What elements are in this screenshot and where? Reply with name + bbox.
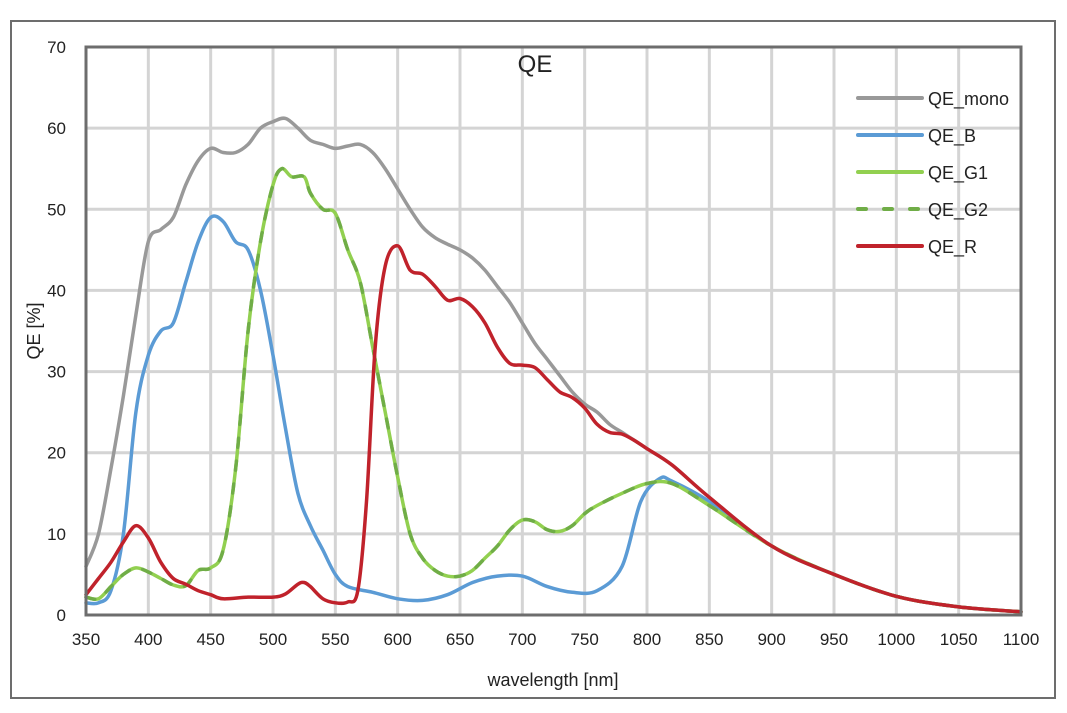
x-axis-label: wavelength [nm] [486, 670, 618, 690]
x-tick-label: 450 [196, 630, 224, 649]
x-tick-label: 950 [820, 630, 848, 649]
series-line-qe-g2 [84, 166, 1023, 614]
legend-label: QE_G2 [928, 200, 988, 221]
x-tick-label: 900 [757, 630, 785, 649]
series-line-qe-b [84, 214, 1023, 614]
y-tick-label: 10 [47, 525, 66, 544]
legend-label: QE_mono [928, 89, 1009, 110]
series-line-qe-r [84, 244, 1023, 614]
x-tick-label: 1100 [1003, 630, 1040, 649]
y-tick-label: 50 [47, 200, 66, 219]
y-tick-label: 30 [47, 363, 66, 382]
series-line-qe-g1 [84, 166, 1023, 614]
y-tick-label: 40 [47, 281, 66, 300]
x-tick-label: 500 [259, 630, 287, 649]
x-tick-label: 750 [570, 630, 598, 649]
legend-label: QE_B [928, 126, 976, 147]
chart-title: QE [518, 51, 553, 78]
x-tick-label: 600 [383, 630, 411, 649]
y-axis-label: QE [%] [24, 302, 44, 359]
y-tick-label: 70 [47, 38, 66, 57]
x-tick-label: 650 [446, 630, 474, 649]
y-tick-label: 0 [57, 606, 66, 625]
legend-label: QE_G1 [928, 163, 988, 184]
x-tick-label: 1050 [940, 630, 978, 649]
legend-label: QE_R [928, 237, 977, 258]
x-tick-label: 1000 [877, 630, 915, 649]
x-tick-label: 400 [134, 630, 162, 649]
tick-labels: 350 400 450 500 550 600 650 700 750 800 850 900 950 1… [47, 38, 1039, 649]
chart-frame [10, 20, 1056, 699]
legend: QE_mono QE_B QE_G1 QE_G2 QE_R [856, 89, 1009, 258]
y-tick-label: 60 [47, 119, 66, 138]
y-tick-label: 20 [47, 444, 66, 463]
x-tick-label: 550 [321, 630, 349, 649]
x-tick-label: 800 [633, 630, 661, 649]
series-lines [84, 116, 1023, 614]
plot-border [84, 45, 1023, 617]
x-tick-label: 700 [508, 630, 536, 649]
x-tick-label: 350 [72, 630, 100, 649]
x-tick-label: 850 [695, 630, 723, 649]
